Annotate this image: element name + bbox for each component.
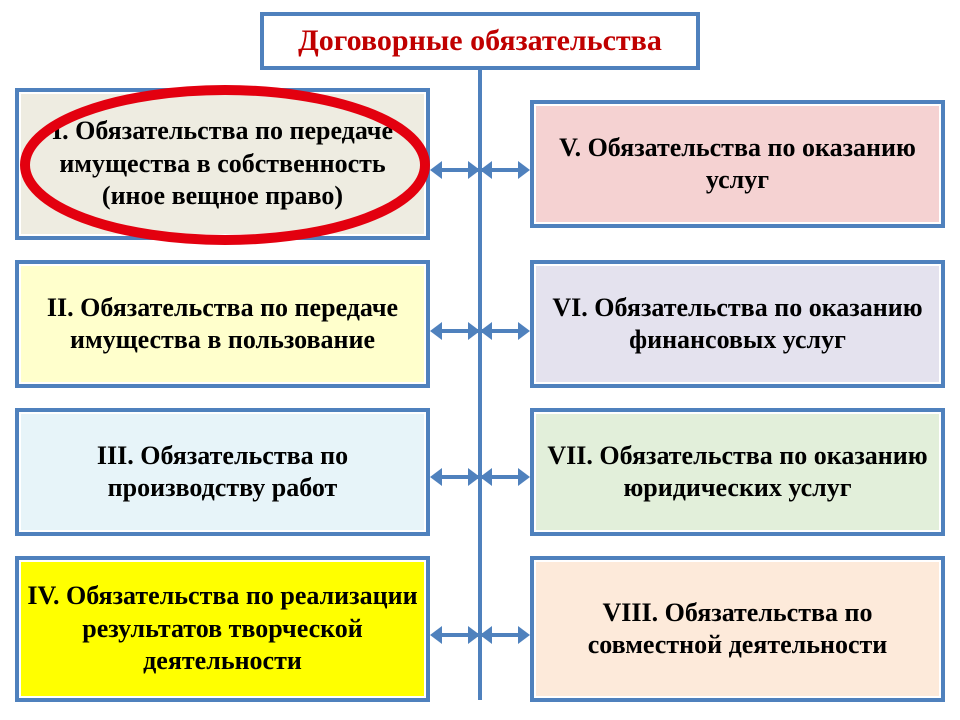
node-label: I. Обязательства по передаче имущества в… [27, 115, 418, 213]
node-label: III. Обязательства по производству работ [27, 440, 418, 505]
node-label: II. Обязательства по передаче имущества … [27, 292, 418, 357]
node-label: VIII. Обязательства по совместной деятел… [542, 597, 933, 662]
title-box: Договорные обязательства [260, 12, 700, 70]
node-v: V. Обязательства по оказанию услуг [530, 100, 945, 228]
node-viii: VIII. Обязательства по совместной деятел… [530, 556, 945, 702]
diagram-stage: Договорные обязательства I. Обязательств… [0, 0, 960, 720]
title-text: Договорные обязательства [298, 22, 662, 60]
node-label: V. Обязательства по оказанию услуг [542, 132, 933, 197]
node-iv: IV. Обязательства по реализации результа… [15, 556, 430, 702]
node-iii: III. Обязательства по производству работ [15, 408, 430, 536]
node-vii: VII. Обязательства по оказанию юридическ… [530, 408, 945, 536]
node-i: I. Обязательства по передаче имущества в… [15, 88, 430, 240]
node-ii: II. Обязательства по передаче имущества … [15, 260, 430, 388]
node-label: VII. Обязательства по оказанию юридическ… [542, 440, 933, 505]
node-vi: VI. Обязательства по оказанию финансовых… [530, 260, 945, 388]
node-label: VI. Обязательства по оказанию финансовых… [542, 292, 933, 357]
node-label: IV. Обязательства по реализации результа… [27, 580, 418, 678]
